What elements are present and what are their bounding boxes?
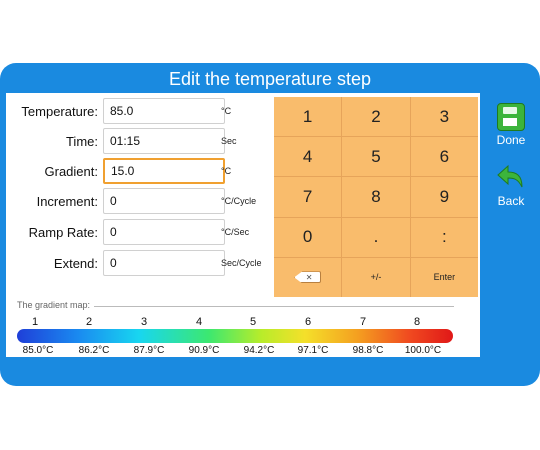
ramp-rate-input[interactable]: 0	[103, 219, 225, 245]
done-label: Done	[496, 133, 526, 147]
field-row-extend: Extend: 0 Sec/Cycle	[6, 250, 276, 278]
field-row-ramp-rate: Ramp Rate: 0 °C/Sec	[6, 219, 276, 247]
extend-input[interactable]: 0	[103, 250, 225, 276]
gradient-input[interactable]: 15.0	[103, 158, 225, 184]
field-row-increment: Increment: 0 °C/Cycle	[6, 188, 276, 216]
key-5[interactable]: 5	[342, 137, 410, 177]
gradient-map-divider	[94, 306, 454, 307]
back-arrow-icon	[497, 164, 523, 188]
well-temp: 94.2°C	[243, 345, 275, 356]
gradient-map-temps: 85.0°C 86.2°C 87.9°C 90.9°C 94.2°C 97.1°…	[6, 345, 480, 357]
gradient-unit: °C	[221, 166, 232, 176]
numeric-keypad: 1 2 3 4 5 6 7 8 9 0 . : ✕ +/- Enter	[274, 97, 478, 297]
field-row-gradient: Gradient: 15.0 °C	[6, 158, 276, 186]
well-number: 3	[140, 316, 148, 328]
field-row-time: Time: 01:15 Sec	[6, 128, 276, 156]
increment-input[interactable]: 0	[103, 188, 225, 214]
gradient-color-bar	[17, 329, 453, 343]
extend-unit: Sec/Cycle	[221, 258, 262, 268]
backspace-icon: ✕	[294, 271, 322, 284]
gradient-map-label: The gradient map:	[17, 300, 91, 310]
well-temp: 87.9°C	[133, 345, 165, 356]
ramp-rate-label: Ramp Rate:	[28, 225, 98, 240]
key-decimal[interactable]: .	[342, 217, 410, 257]
gradient-map-wells: 1 2 3 4 5 6 7 8	[6, 316, 480, 328]
save-icon	[497, 103, 525, 131]
increment-label: Increment:	[36, 194, 98, 209]
key-plus-minus[interactable]: +/-	[342, 257, 410, 297]
well-number: 8	[413, 316, 421, 328]
key-6[interactable]: 6	[410, 137, 478, 177]
extend-label: Extend:	[53, 256, 98, 271]
edit-panel: Temperature: 85.0 °C Time: 01:15 Sec Gra…	[6, 93, 480, 357]
well-number: 7	[359, 316, 367, 328]
time-unit: Sec	[221, 136, 237, 146]
key-colon[interactable]: :	[410, 217, 478, 257]
key-backspace[interactable]: ✕	[274, 257, 342, 297]
key-1[interactable]: 1	[274, 97, 342, 137]
temperature-input[interactable]: 85.0	[103, 98, 225, 124]
ramp-rate-unit: °C/Sec	[221, 227, 250, 237]
well-temp: 85.0°C	[22, 345, 54, 356]
well-number: 5	[249, 316, 257, 328]
well-temp: 97.1°C	[297, 345, 329, 356]
well-temp: 90.9°C	[188, 345, 220, 356]
time-label: Time:	[65, 134, 98, 149]
well-number: 2	[85, 316, 93, 328]
page-title: Edit the temperature step	[168, 69, 372, 89]
key-3[interactable]: 3	[410, 97, 478, 137]
key-2[interactable]: 2	[342, 97, 410, 137]
done-button[interactable]: Done	[491, 103, 531, 147]
well-number: 6	[304, 316, 312, 328]
key-8[interactable]: 8	[342, 177, 410, 217]
key-9[interactable]: 9	[410, 177, 478, 217]
well-number: 4	[195, 316, 203, 328]
key-4[interactable]: 4	[274, 137, 342, 177]
well-number: 1	[31, 316, 39, 328]
gradient-label: Gradient:	[44, 164, 98, 179]
temperature-unit: °C	[221, 106, 232, 116]
well-temp: 100.0°C	[404, 345, 442, 356]
increment-unit: °C/Cycle	[221, 196, 257, 206]
well-temp: 98.8°C	[352, 345, 384, 356]
key-7[interactable]: 7	[274, 177, 342, 217]
well-temp: 86.2°C	[78, 345, 110, 356]
key-enter[interactable]: Enter	[410, 257, 478, 297]
time-input[interactable]: 01:15	[103, 128, 225, 154]
temperature-label: Temperature:	[21, 104, 98, 119]
back-button[interactable]: Back	[491, 163, 531, 208]
back-label: Back	[497, 194, 525, 208]
field-row-temperature: Temperature: 85.0 °C	[6, 98, 276, 126]
key-0[interactable]: 0	[274, 217, 342, 257]
